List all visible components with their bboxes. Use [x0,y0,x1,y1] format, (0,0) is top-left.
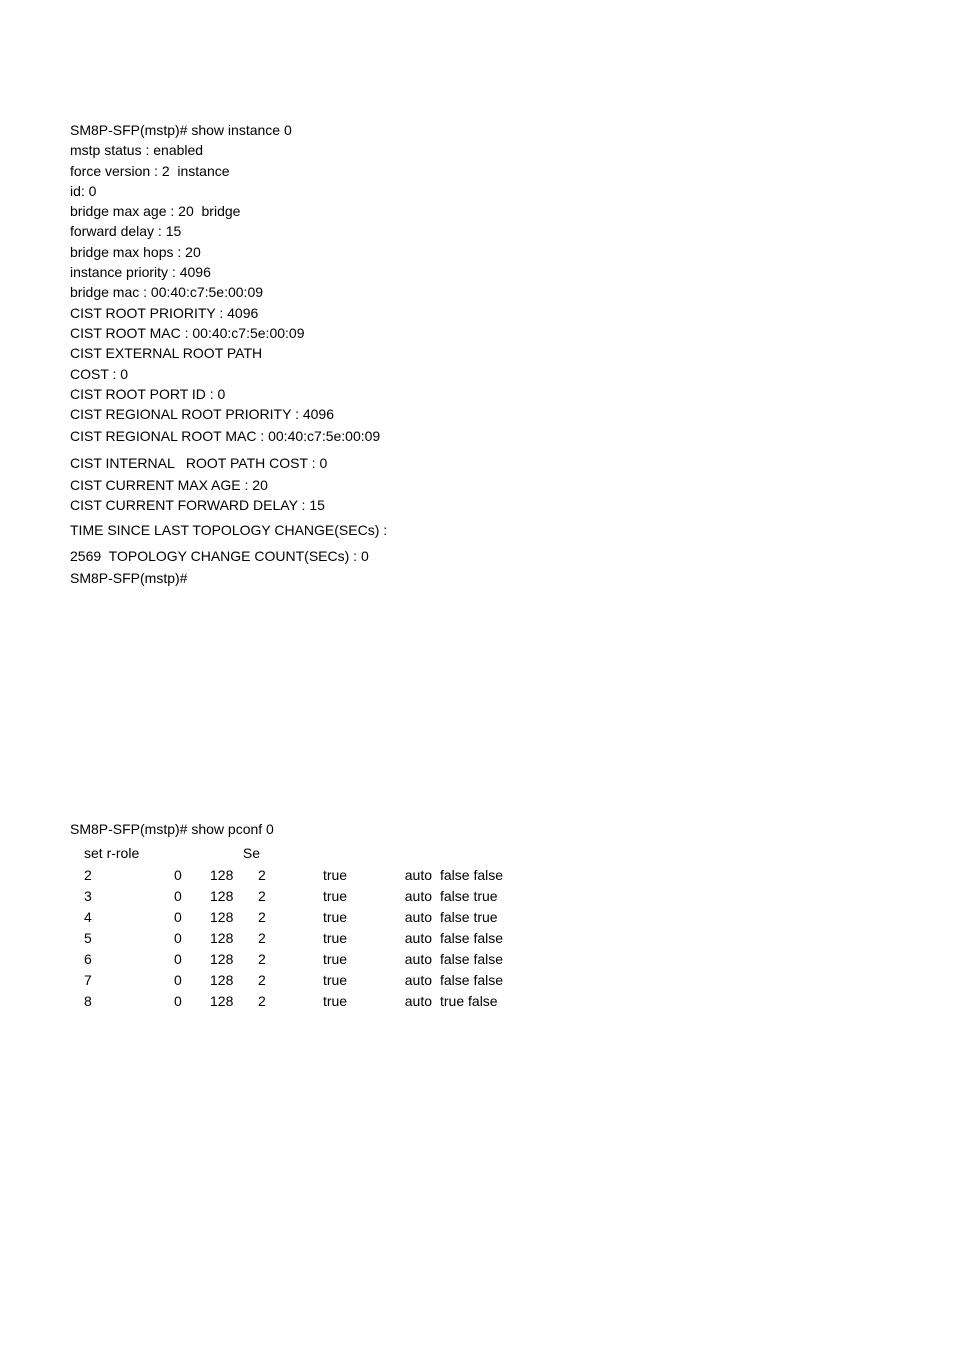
table-cell: true [294,928,376,949]
table-cell: 0 [174,886,210,907]
table-cell: 7 [84,970,174,991]
output-block-5: TIME SINCE LAST TOPOLOGY CHANGE(SECs) : [70,520,884,540]
header-se: Se [158,843,286,863]
output-line: CIST CURRENT MAX AGE : 20 [70,475,884,495]
table-cell: true [294,907,376,928]
table-cell: 2 [258,886,294,907]
table-cell: false true [440,886,530,907]
table-cell: 128 [210,991,258,1012]
output-line: COST : 0 [70,364,884,384]
header-setrole: set r-role [84,843,158,863]
table-cell: 128 [210,928,258,949]
output-block-6: 2569 TOPOLOGY CHANGE COUNT(SECs) : 0 [70,546,884,566]
table-cell: 2 [258,907,294,928]
table-row: 701282trueautofalse false [70,970,884,991]
table-cell: false false [440,928,530,949]
table-cell: 0 [174,949,210,970]
output-line: CIST REGIONAL ROOT PRIORITY : 4096 [70,404,884,424]
output-block-7: SM8P-SFP(mstp)# [70,568,884,588]
table-body: 201282trueautofalse false301282trueautof… [70,865,884,1012]
table-cell: 2 [258,970,294,991]
output-line: CIST REGIONAL ROOT MAC : 00:40:c7:5e:00:… [70,426,884,446]
table-cell: auto [376,970,440,991]
table-cell: false false [440,949,530,970]
table-cell: 0 [174,865,210,886]
table-cell: 0 [174,991,210,1012]
table-cell: 2 [258,991,294,1012]
command-line: SM8P-SFP(mstp)# show pconf 0 [70,819,884,839]
output-line: CIST CURRENT FORWARD DELAY : 15 [70,495,884,515]
output-line: mstp status : enabled [70,140,884,160]
table-cell: true [294,865,376,886]
output-line: bridge max age : 20 bridge [70,201,884,221]
output-line: force version : 2 instance [70,161,884,181]
table-cell: 0 [174,970,210,991]
output-block-1: mstp status : enabledforce version : 2 i… [70,140,884,424]
output-line: CIST INTERNAL ROOT PATH COST : 0 [70,453,884,473]
output-line: 2569 TOPOLOGY CHANGE COUNT(SECs) : 0 [70,546,884,566]
table-row: 501282trueautofalse false [70,928,884,949]
table-cell: 0 [174,928,210,949]
table-row: 301282trueautofalse true [70,886,884,907]
table-cell: 2 [84,865,174,886]
table-cell: 4 [84,907,174,928]
table-row: 201282trueautofalse false [70,865,884,886]
table-cell: false false [440,970,530,991]
output-line: instance priority : 4096 [70,262,884,282]
table-cell: 128 [210,949,258,970]
table-cell: true [294,970,376,991]
table-cell: true false [440,991,530,1012]
table-cell: 3 [84,886,174,907]
table-cell: 2 [258,928,294,949]
output-line: CIST ROOT PRIORITY : 4096 [70,303,884,323]
table-cell: 6 [84,949,174,970]
table-row: 801282trueauto true false [70,991,884,1012]
table-cell: auto [376,886,440,907]
table-cell: 128 [210,907,258,928]
output-line: CIST EXTERNAL ROOT PATH [70,343,884,363]
output-line: forward delay : 15 [70,221,884,241]
table-row: 401282trueautofalse true [70,907,884,928]
table-cell: 128 [210,970,258,991]
table-cell: false false [440,865,530,886]
table-cell: 5 [84,928,174,949]
table-cell: 2 [258,949,294,970]
table-cell: false true [440,907,530,928]
table-cell: auto [376,865,440,886]
table-cell: auto [376,928,440,949]
command-line: SM8P-SFP(mstp)# show instance 0 [70,120,884,140]
table-cell: 128 [210,865,258,886]
output-line: CIST ROOT PORT ID : 0 [70,384,884,404]
table-row: 601282trueautofalse false [70,949,884,970]
table-cell: auto [376,991,440,1012]
pconf-table: set r-role Se 201282trueautofalse false3… [70,843,884,1012]
table-cell: 0 [174,907,210,928]
table-cell: 8 [84,991,174,1012]
table-cell: auto [376,907,440,928]
table-header-row: set r-role Se [70,843,884,863]
table-cell: true [294,949,376,970]
output-line: id: 0 [70,181,884,201]
output-line: bridge mac : 00:40:c7:5e:00:09 [70,282,884,302]
table-cell: true [294,886,376,907]
output-line: TIME SINCE LAST TOPOLOGY CHANGE(SECs) : [70,520,884,540]
table-cell: 128 [210,886,258,907]
output-line: bridge max hops : 20 [70,242,884,262]
table-cell: true [294,991,376,1012]
output-block-4: CIST CURRENT MAX AGE : 20CIST CURRENT FO… [70,475,884,516]
table-cell: auto [376,949,440,970]
table-cell: 2 [258,865,294,886]
terminal-output: SM8P-SFP(mstp)# show instance 0 mstp sta… [70,120,884,1012]
output-line: SM8P-SFP(mstp)# [70,568,884,588]
output-block-3: CIST INTERNAL ROOT PATH COST : 0 [70,453,884,473]
output-line: CIST ROOT MAC : 00:40:c7:5e:00:09 [70,323,884,343]
output-block-2: CIST REGIONAL ROOT MAC : 00:40:c7:5e:00:… [70,426,884,446]
